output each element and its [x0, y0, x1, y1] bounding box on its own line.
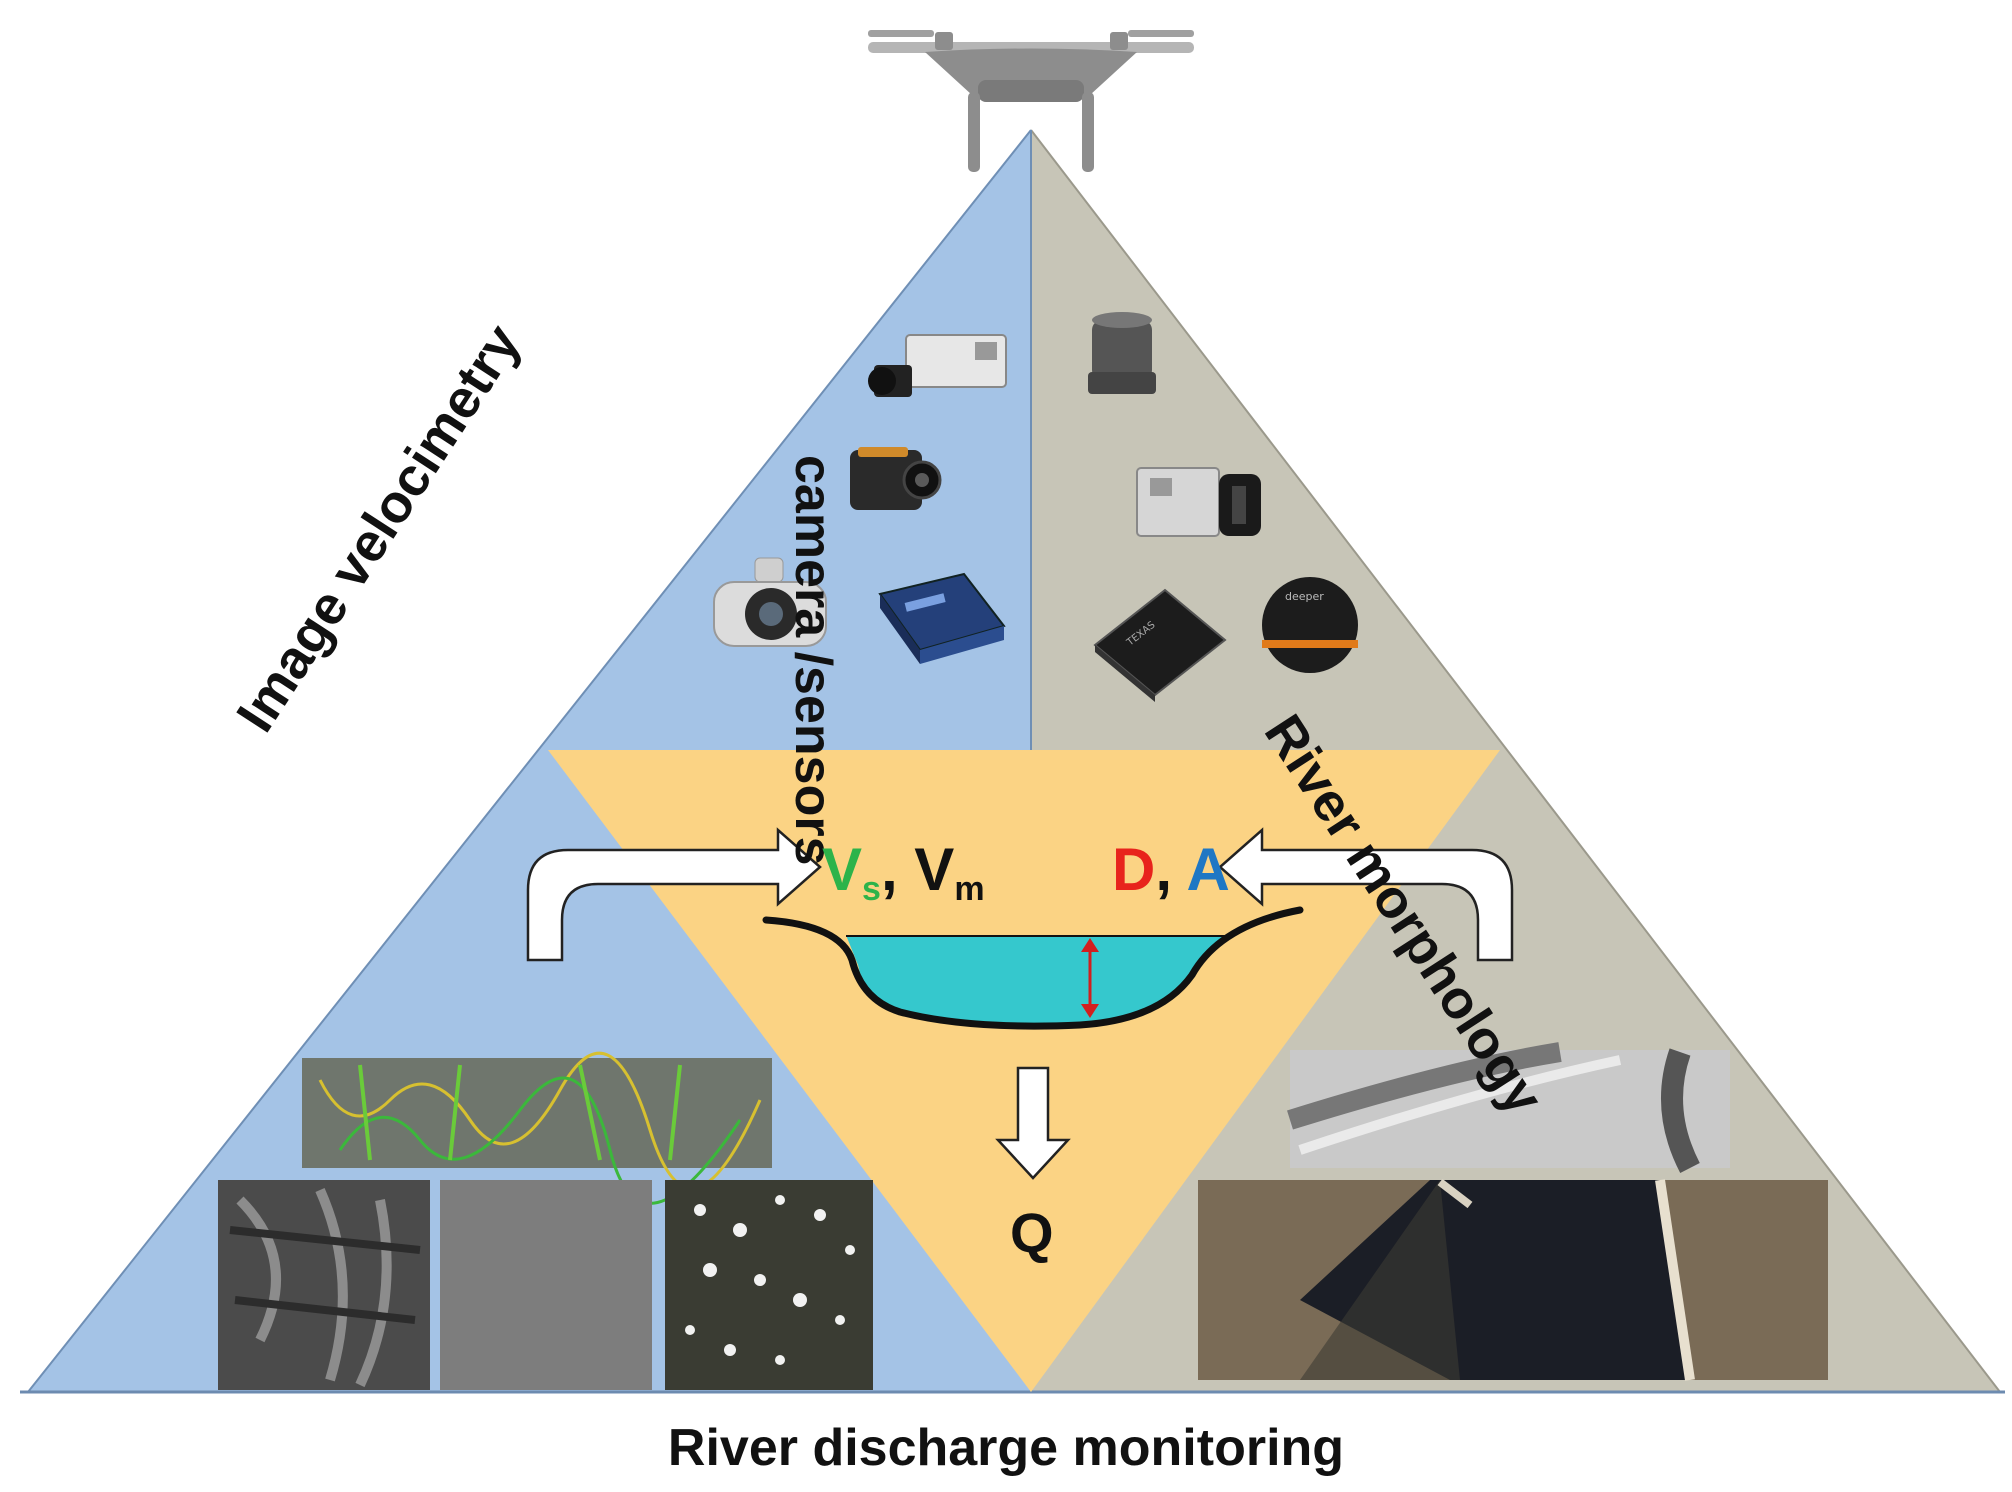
vs-subscript: s	[862, 870, 881, 908]
sonar-ball-icon: deeper	[1262, 577, 1358, 673]
diagram-caption: River discharge monitoring	[667, 1419, 1345, 1477]
velocimetry-track-image	[302, 1051, 772, 1205]
right-curved-arrow-icon	[1218, 827, 1514, 962]
thermal-camera-icon	[850, 447, 942, 510]
gnss-antenna-icon	[1088, 312, 1156, 394]
radar-chip-icon: TEXAS	[1093, 588, 1227, 702]
vm-subscript: m	[954, 870, 985, 908]
surface-texture-image-1	[218, 1180, 430, 1390]
left-curved-arrow-icon	[526, 827, 822, 962]
comma-separator: ,	[880, 836, 915, 903]
camera-sensors-label: camera /sensors	[783, 455, 842, 866]
area-symbol: A	[1186, 836, 1230, 903]
vm-symbol: V	[914, 836, 955, 903]
geometry-variables: D, A	[1112, 835, 1230, 904]
river-orthophoto-image	[1198, 1178, 1828, 1381]
comma-separator: ,	[1155, 836, 1187, 903]
surface-tracer-image	[665, 1180, 873, 1390]
terrain-model-image	[1287, 1042, 1730, 1174]
gimbal-camera-icon	[713, 557, 827, 647]
camera-icon	[868, 334, 1007, 397]
sensor-box-icon	[878, 572, 1006, 664]
depth-arrow-icon	[1081, 938, 1099, 1018]
lidar-icon	[1136, 467, 1261, 537]
svg-text:deeper: deeper	[1285, 590, 1324, 603]
depth-symbol: D	[1112, 836, 1156, 903]
vs-symbol: V	[822, 836, 863, 903]
drone-icon	[868, 30, 1194, 172]
surface-texture-image-2	[440, 1180, 652, 1390]
channel-bed	[762, 906, 1304, 1030]
water-body	[846, 935, 1228, 1026]
down-arrow-icon	[995, 1066, 1071, 1180]
velocity-variables: Vs, Vm	[822, 835, 985, 909]
discharge-symbol: Q	[1010, 1201, 1054, 1264]
